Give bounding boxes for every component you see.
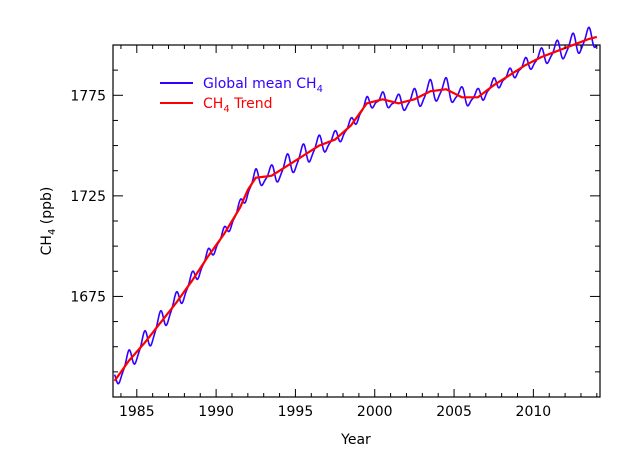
x-tick-label: 1985 (119, 404, 155, 420)
x-axis-label: Year (340, 432, 371, 448)
y-tick-label: 1675 (70, 289, 106, 305)
y-axis-ticks: 1675 1725 1775 (70, 44, 600, 398)
legend: Global mean CH4 CH4 Trend (160, 76, 323, 115)
series-line-trend (113, 35, 598, 382)
y-axis-label-main: CH (39, 235, 55, 255)
series-line-global-mean (113, 26, 598, 385)
y-tick-label: 1725 (70, 189, 106, 205)
legend-label-trend: CH4 Trend (203, 96, 272, 115)
y-axis-label-sub: 4 (47, 229, 58, 235)
x-tick-label: 2010 (516, 404, 552, 420)
x-tick-label: 2005 (436, 404, 472, 420)
y-axis-label: CH4 (ppb) (39, 187, 58, 256)
plot-frame (112, 44, 601, 398)
legend-label-global-mean: Global mean CH4 (203, 76, 323, 95)
x-axis-ticks: 1985 1990 1995 2000 2005 2010 (119, 45, 598, 420)
x-tick-label: 1995 (278, 404, 314, 420)
series-layer (113, 26, 598, 385)
y-tick-label: 1775 (70, 88, 106, 104)
y-axis-label-suffix: (ppb) (39, 187, 55, 229)
x-tick-label: 1990 (198, 404, 234, 420)
x-tick-label: 2000 (357, 404, 393, 420)
